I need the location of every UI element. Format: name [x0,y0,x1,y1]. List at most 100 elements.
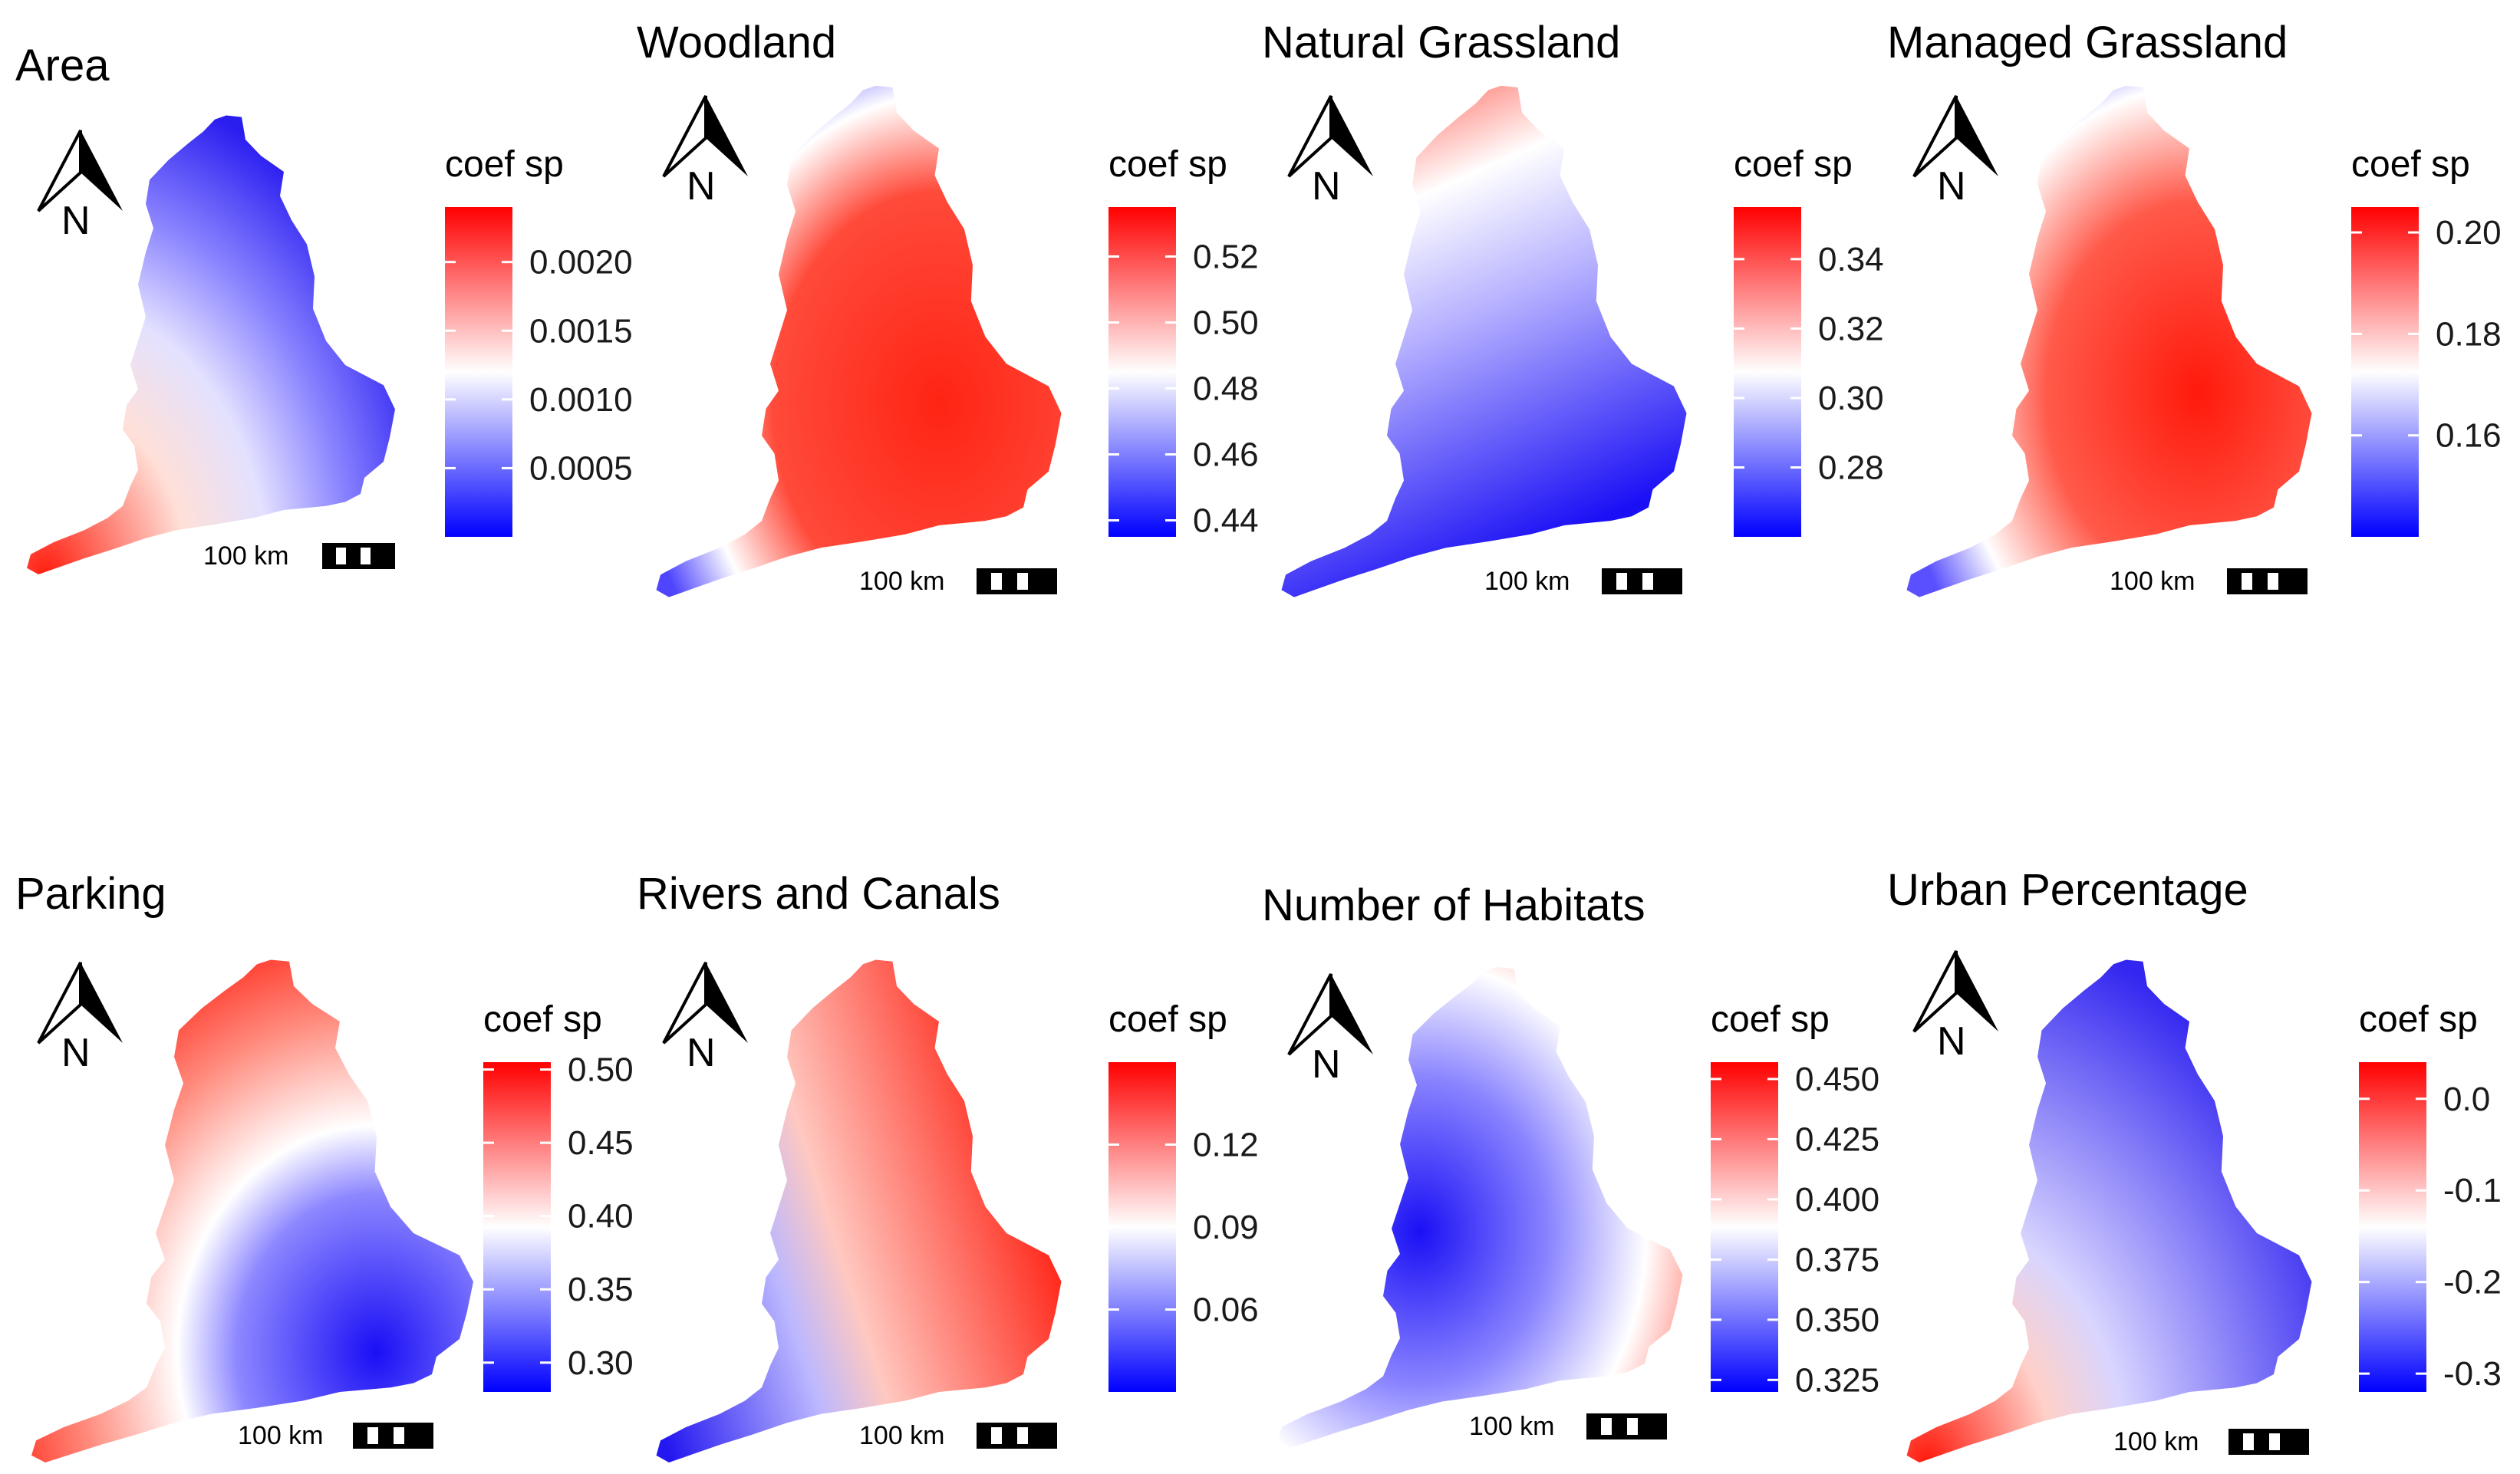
legend-tick-label: 0.44 [1193,502,1259,540]
legend-title: coef sp [1711,999,1830,1040]
color-legend: coef sp 0.06 0.09 0.12 [1108,999,1259,1392]
scale-bar: 100 km [2113,1427,2309,1456]
color-legend: coef sp -0.3 -0.2 -0.1 0.0 [2359,999,2502,1393]
north-arrow: N [37,130,123,243]
scale-label: 100 km [859,567,945,596]
legend-colorbar [1734,207,1801,537]
legend-tick-label: 0.06 [1193,1291,1259,1329]
legend-tick-label: 0.35 [568,1271,634,1308]
scale-bar: 100 km [238,1421,433,1450]
legend-title: coef sp [2351,144,2470,185]
north-label: N [1937,1019,1966,1064]
north-arrow: N [1912,95,1998,209]
north-arrow: N [37,962,123,1075]
legend-colorbar [2359,1062,2426,1392]
panel-title: Urban Percentage [1887,865,2248,915]
legend-tick-label: 0.450 [1795,1061,1879,1098]
legend-title: coef sp [2359,999,2478,1040]
panel-number-of-habitats: Number of Habitats N 100 km coef sp 0.32… [1262,880,1879,1448]
north-arrow: N [662,962,748,1075]
map-england [31,959,473,1462]
panel-title: Woodland [637,18,836,67]
color-legend: coef sp 0.16 0.18 0.20 [2351,144,2502,537]
panel-urban-percentage: Urban Percentage N 100 km coef sp -0.3 -0… [1887,865,2502,1462]
legend-title: coef sp [1108,999,1227,1040]
legend-colorbar [445,207,512,537]
map-england [1906,85,2312,597]
legend-tick-label: 0.400 [1795,1181,1879,1219]
panel-parking: Parking N 100 km coef sp 0.30 0.35 0.40 0.4… [15,869,634,1462]
panel-title: Number of Habitats [1262,880,1645,930]
legend-tick-label: 0.12 [1193,1127,1259,1164]
legend-tick-label: 0.32 [1818,310,1884,347]
scale-label: 100 km [1469,1412,1555,1441]
panel-woodland: Woodland N 100 km coef sp 0.44 0.46 0.48 0.… [637,18,1259,597]
legend-tick-label: 0.45 [568,1124,634,1162]
legend-tick-label: 0.20 [2436,214,2502,252]
legend-tick-label: 0.375 [1795,1241,1879,1278]
panel-rivers-and-canals: Rivers and Canals N 100 km coef sp 0.06 0… [637,869,1259,1462]
north-label: N [61,1031,91,1075]
scale-label: 100 km [1484,567,1570,596]
color-legend: coef sp 0.30 0.35 0.40 0.45 0.50 [483,999,634,1392]
legend-tick-label: 0.350 [1795,1301,1879,1339]
north-label: N [1312,164,1341,209]
north-arrow: N [662,95,748,209]
legend-tick-label: -0.3 [2443,1355,2502,1393]
legend-tick-label: 0.52 [1193,239,1259,276]
scale-bar: 100 km [1484,567,1682,596]
panel-title: Rivers and Canals [637,869,1000,919]
color-legend: coef sp 0.325 0.350 0.375 0.400 0.425 0.450 [1711,999,1879,1399]
legend-tick-label: -0.1 [2443,1172,2502,1209]
legend-tick-label: 0.0020 [529,244,633,281]
color-legend: coef sp 0.28 0.30 0.32 0.34 [1734,144,1884,537]
legend-tick-label: 0.28 [1818,449,1884,486]
north-arrow: N [1912,950,1998,1064]
legend-tick-label: 0.425 [1795,1120,1879,1158]
legend-colorbar [2351,207,2419,537]
legend-tick-label: 0.40 [568,1198,634,1235]
scale-bar: 100 km [859,1421,1057,1450]
legend-tick-label: 0.50 [568,1051,634,1089]
panel-area: Area N 100 km coef sp 0.0005 0.0010 0.0015… [15,41,633,574]
scale-label: 100 km [859,1421,945,1450]
color-legend: coef sp 0.44 0.46 0.48 0.50 0.52 [1108,144,1259,540]
panel-title: Natural Grassland [1262,18,1620,67]
legend-colorbar [1108,1062,1176,1392]
map-england [1281,85,1687,597]
scale-label: 100 km [2110,567,2196,596]
legend-tick-label: 0.46 [1193,436,1259,474]
legend-tick-label: 0.50 [1193,304,1259,342]
legend-tick-label: 0.0015 [529,312,633,350]
scale-label: 100 km [203,541,289,571]
panel-title: Area [15,41,110,90]
panel-natural-grassland: Natural Grassland N 100 km coef sp 0.28 0… [1262,18,1884,597]
legend-title: coef sp [1734,144,1853,185]
scale-bar: 100 km [1469,1412,1667,1441]
panel-title: Managed Grassland [1887,18,2288,67]
legend-tick-label: 0.0010 [529,381,633,419]
legend-tick-label: 0.30 [1818,380,1884,417]
map-england [27,115,395,574]
legend-tick-label: 0.0005 [529,449,633,487]
legend-colorbar [1711,1062,1778,1392]
legend-tick-label: 0.0 [2443,1081,2490,1118]
legend-tick-label: 0.18 [2436,315,2502,353]
scale-label: 100 km [2113,1427,2199,1456]
legend-tick-label: 0.48 [1193,370,1259,408]
north-label: N [687,1031,716,1075]
legend-title: coef sp [445,144,564,185]
map-england [1906,959,2312,1462]
legend-tick-label: 0.16 [2436,417,2502,455]
legend-tick-label: 0.30 [568,1344,634,1382]
north-label: N [1937,164,1966,209]
scale-label: 100 km [238,1421,324,1450]
legend-tick-label: 0.325 [1795,1361,1879,1399]
north-arrow: N [1287,95,1373,209]
map-england [656,959,1062,1462]
north-label: N [1312,1042,1341,1087]
legend-colorbar [483,1062,551,1392]
scale-bar: 100 km [2110,567,2308,596]
legend-title: coef sp [1108,144,1227,185]
